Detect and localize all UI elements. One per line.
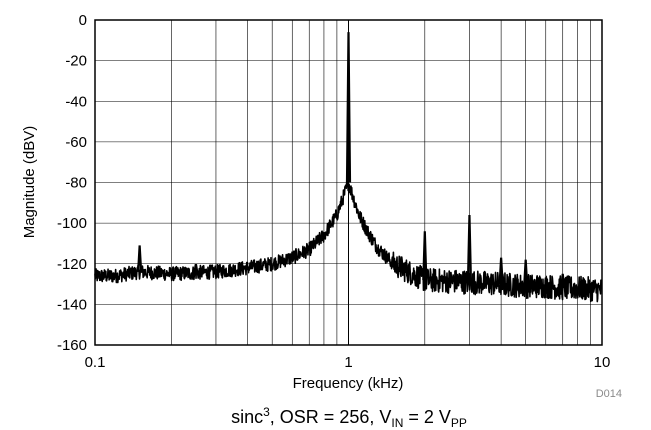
x-tick-label: 10 [594,354,611,371]
y-tick-label: -80 [65,175,87,192]
y-tick-label: -160 [57,337,87,354]
x-tick-label: 1 [344,354,352,371]
chart-caption: sinc3, OSR = 256, VIN = 2 VPP [231,405,467,430]
x-axis-title: Frequency (kHz) [293,375,404,392]
y-tick-label: -60 [65,134,87,151]
figure-id: D014 [596,388,622,400]
y-tick-labels: 0 -20 -40 -60 -80 -100 -120 -140 -160 [57,12,87,354]
y-tick-label: -100 [57,215,87,232]
y-tick-label: -40 [65,93,87,110]
x-tick-label: 0.1 [85,354,106,371]
x-tick-labels: 0.1 1 10 [85,354,611,371]
y-axis-title: Magnitude (dBV) [21,126,38,239]
y-tick-label: -20 [65,53,87,70]
y-tick-label: -140 [57,296,87,313]
y-tick-label: -120 [57,256,87,273]
y-tick-label: 0 [79,12,87,29]
